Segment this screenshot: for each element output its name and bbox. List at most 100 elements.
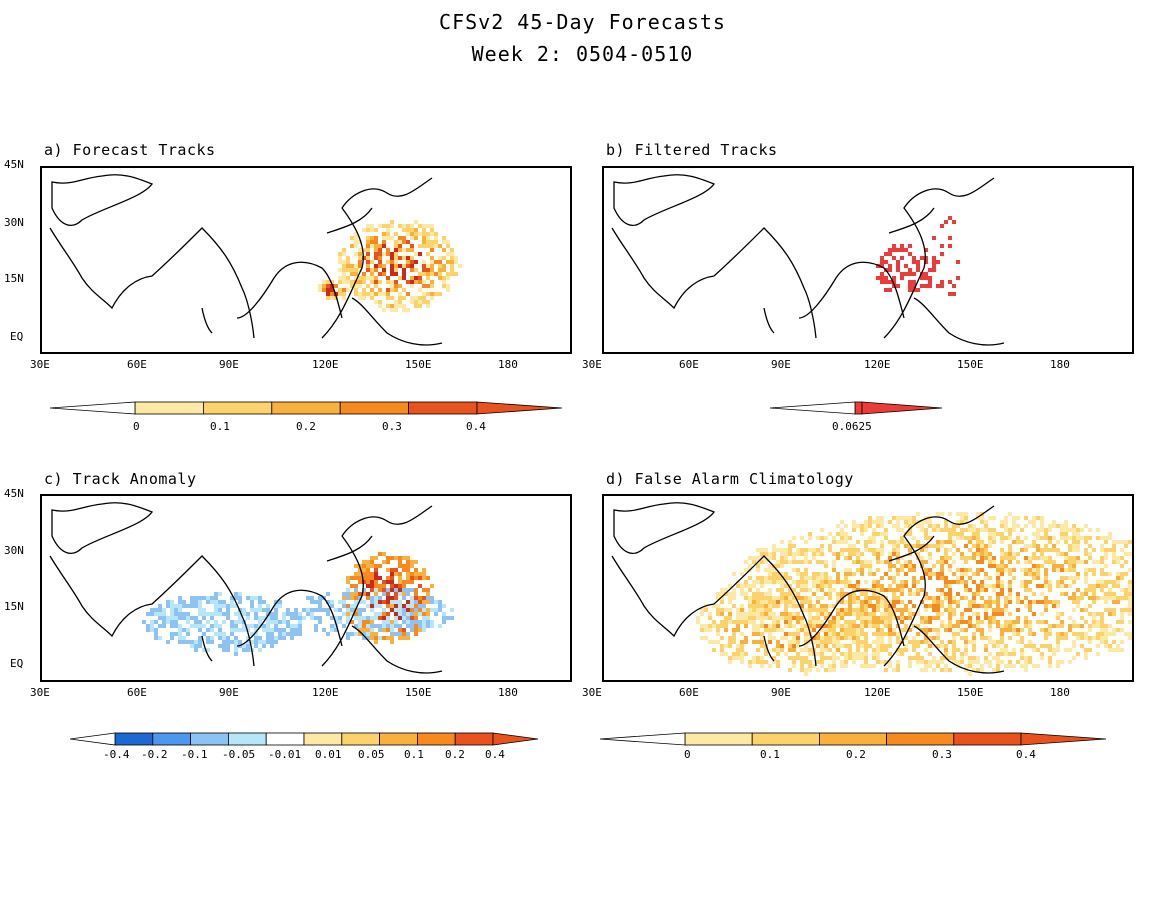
grid-cell (948, 216, 952, 220)
grid-cell (788, 552, 792, 556)
grid-cell (864, 580, 868, 584)
grid-cell (892, 244, 896, 248)
grid-cell (386, 224, 390, 228)
grid-cell (1088, 536, 1092, 540)
grid-cell (382, 236, 386, 240)
grid-cell (792, 580, 796, 584)
grid-cell (860, 532, 864, 536)
grid-cell (394, 624, 398, 628)
grid-cell (984, 648, 988, 652)
grid-cell (326, 296, 330, 300)
grid-cell (1116, 540, 1120, 544)
grid-cell (210, 600, 214, 604)
grid-cell (924, 256, 928, 260)
grid-cell (768, 576, 772, 580)
grid-cell (402, 276, 406, 280)
grid-cell (884, 536, 888, 540)
grid-cell (1048, 528, 1052, 532)
grid-cell (362, 572, 366, 576)
grid-cell (732, 636, 736, 640)
grid-cell (186, 620, 190, 624)
grid-cell (772, 552, 776, 556)
grid-cell (872, 648, 876, 652)
grid-cell (976, 660, 980, 664)
grid-cell (410, 276, 414, 280)
grid-cell (390, 628, 394, 632)
grid-cell (354, 584, 358, 588)
grid-cell (840, 536, 844, 540)
grid-cell (980, 516, 984, 520)
grid-cell (872, 632, 876, 636)
grid-cell (398, 608, 402, 612)
grid-cell (948, 588, 952, 592)
grid-cell (808, 624, 812, 628)
grid-cell (178, 608, 182, 612)
grid-cell (1084, 552, 1088, 556)
grid-cell (230, 632, 234, 636)
grid-cell (354, 592, 358, 596)
grid-cell (402, 588, 406, 592)
grid-cell (414, 252, 418, 256)
grid-cell (832, 564, 836, 568)
grid-cell (776, 648, 780, 652)
grid-cell (1028, 644, 1032, 648)
grid-cell (1016, 608, 1020, 612)
grid-cell (1060, 612, 1064, 616)
grid-cell (414, 596, 418, 600)
grid-cell (796, 616, 800, 620)
grid-cell (800, 588, 804, 592)
grid-cell (936, 560, 940, 564)
grid-cell (844, 624, 848, 628)
grid-cell (178, 596, 182, 600)
grid-cell (896, 264, 900, 268)
grid-cell (1008, 536, 1012, 540)
grid-cell (266, 604, 270, 608)
grid-cell (764, 604, 768, 608)
grid-cell (430, 600, 434, 604)
grid-cell (442, 280, 446, 284)
grid-cell (924, 636, 928, 640)
grid-cell (816, 640, 820, 644)
grid-cell (1052, 652, 1056, 656)
grid-cell (374, 600, 378, 604)
grid-cell (1044, 544, 1048, 548)
grid-cell (410, 296, 414, 300)
grid-cell (414, 228, 418, 232)
grid-cell (992, 620, 996, 624)
grid-cell (880, 256, 884, 260)
grid-cell (912, 568, 916, 572)
grid-cell (1080, 528, 1084, 532)
grid-cell (788, 640, 792, 644)
grid-cell (916, 512, 920, 516)
grid-cell (908, 592, 912, 596)
grid-cell (1064, 576, 1068, 580)
grid-cell (342, 264, 346, 268)
grid-cell (996, 664, 1000, 668)
grid-cell (960, 616, 964, 620)
grid-cell (1084, 648, 1088, 652)
grid-cell (860, 664, 864, 668)
grid-cell (748, 584, 752, 588)
grid-cell (370, 564, 374, 568)
grid-cell (286, 624, 290, 628)
grid-cell (274, 640, 278, 644)
grid-cell (1024, 624, 1028, 628)
grid-cell (1084, 592, 1088, 596)
grid-cell (1024, 644, 1028, 648)
grid-cell (824, 644, 828, 648)
grid-cell (418, 296, 422, 300)
grid-cell (414, 304, 418, 308)
grid-cell (422, 272, 426, 276)
grid-cell (888, 624, 892, 628)
grid-cell (876, 660, 880, 664)
grid-cell (1128, 568, 1132, 572)
grid-cell (174, 632, 178, 636)
grid-cell (928, 284, 932, 288)
grid-cell (266, 628, 270, 632)
grid-cell (454, 256, 458, 260)
grid-cell (1044, 580, 1048, 584)
grid-cell (422, 596, 426, 600)
grid-cell (732, 620, 736, 624)
grid-cell (390, 568, 394, 572)
grid-cell (860, 552, 864, 556)
